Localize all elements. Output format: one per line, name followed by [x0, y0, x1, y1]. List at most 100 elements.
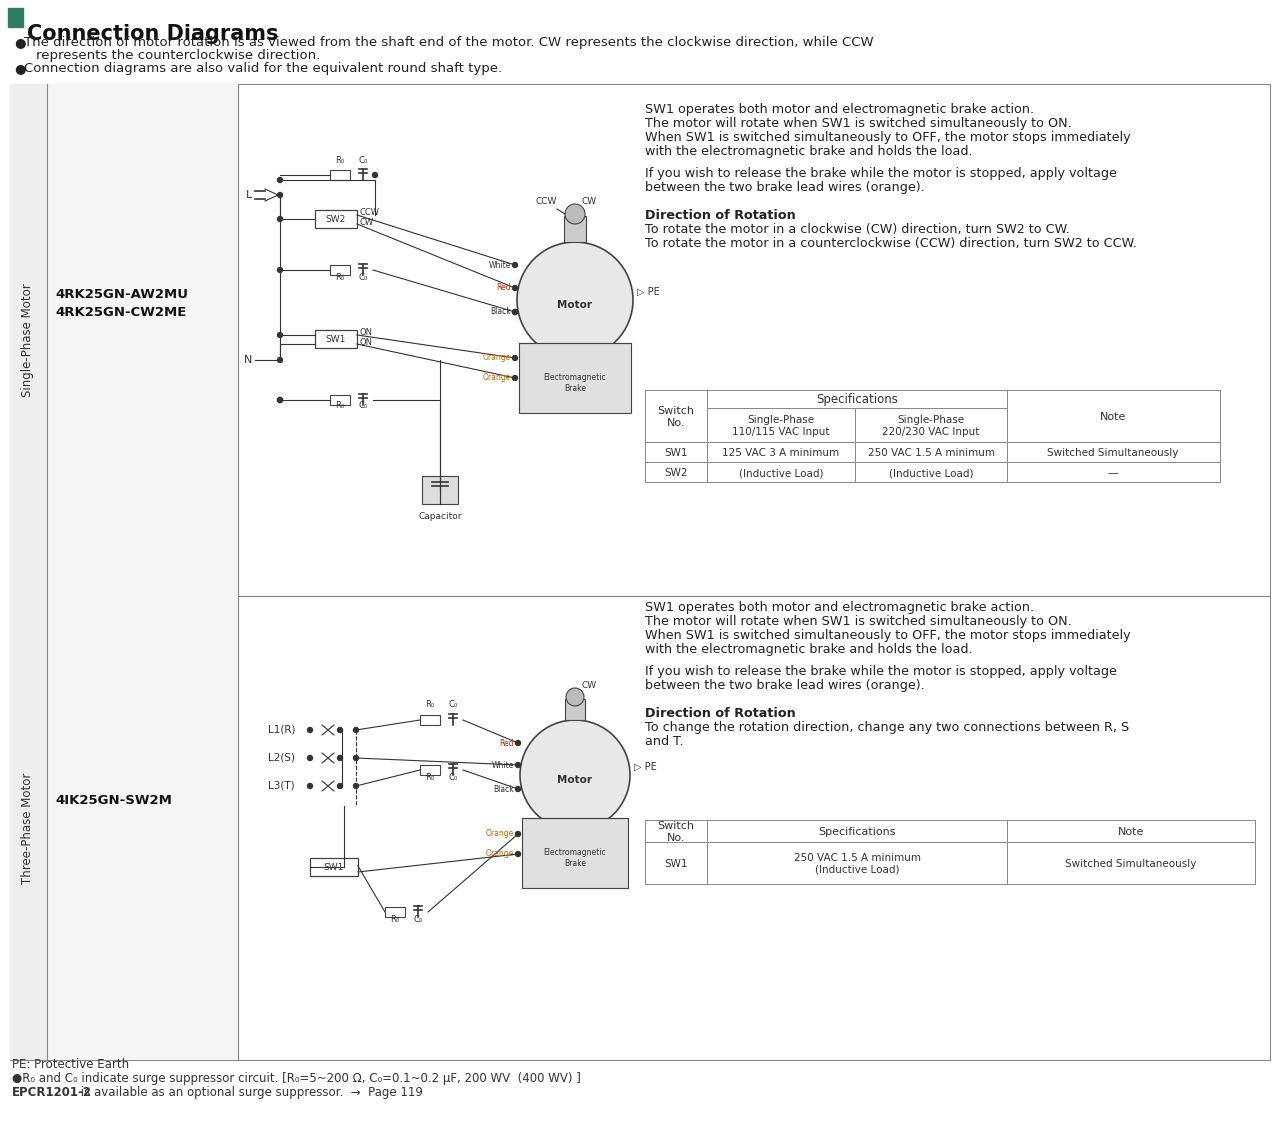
Text: EPCR1201-2: EPCR1201-2 [12, 1086, 92, 1099]
Text: C₀: C₀ [448, 700, 458, 708]
Bar [707, 442, 855, 462]
Text: ●: ● [14, 36, 26, 49]
Bar [420, 715, 440, 725]
Text: To rotate the motor in a clockwise (CW) direction, turn SW2 to CW.: To rotate the motor in a clockwise (CW) … [645, 223, 1070, 237]
Circle shape [512, 286, 517, 290]
Text: is available as an optional surge suppressor.  →  Page 119: is available as an optional surge suppre… [77, 1086, 422, 1099]
Bar [564, 216, 586, 242]
Text: Single-Phase Motor: Single-Phase Motor [22, 284, 35, 397]
Circle shape [512, 376, 517, 380]
Circle shape [278, 398, 283, 402]
Text: —: — [1107, 467, 1119, 478]
Text: Single-Phase
220/230 VAC Input: Single-Phase 220/230 VAC Input [882, 415, 979, 437]
Text: Three-Phase Motor: Three-Phase Motor [22, 772, 35, 883]
Circle shape [307, 756, 312, 760]
Circle shape [278, 333, 283, 337]
Bar [330, 265, 349, 275]
Text: SW1 operates both motor and electromagnetic brake action.: SW1 operates both motor and electromagne… [645, 103, 1034, 115]
Text: Orange: Orange [483, 373, 511, 382]
Text: R₀: R₀ [425, 700, 435, 708]
Text: 250 VAC 1.5 A minimum
(Inductive Load): 250 VAC 1.5 A minimum (Inductive Load) [794, 853, 920, 874]
Text: Orange: Orange [483, 353, 511, 362]
Bar [855, 408, 1007, 442]
Circle shape [278, 216, 283, 222]
Bar [330, 170, 349, 180]
Text: To rotate the motor in a counterclockwise (CCW) direction, turn SW2 to CCW.: To rotate the motor in a counterclockwis… [645, 237, 1137, 250]
Bar [707, 819, 1007, 842]
Text: SW1 operates both motor and electromagnetic brake action.: SW1 operates both motor and electromagne… [645, 601, 1034, 614]
Bar [518, 343, 631, 413]
Bar [707, 842, 1007, 884]
Text: 4IK25GN-SW2M: 4IK25GN-SW2M [55, 794, 172, 806]
Text: 250 VAC 1.5 A minimum: 250 VAC 1.5 A minimum [868, 448, 995, 458]
Text: L1(R): L1(R) [268, 725, 296, 735]
Text: R₀: R₀ [425, 773, 435, 782]
Circle shape [353, 784, 358, 788]
Text: represents the counterclockwise direction.: represents the counterclockwise directio… [36, 49, 320, 62]
Bar [385, 907, 404, 917]
Text: and T.: and T. [645, 735, 684, 748]
Text: SW2: SW2 [326, 215, 346, 224]
Bar [1007, 462, 1220, 482]
Text: Note: Note [1117, 827, 1144, 837]
Circle shape [278, 177, 283, 183]
Text: Electromagnetic
Brake: Electromagnetic Brake [544, 373, 607, 392]
Text: L2(S): L2(S) [268, 753, 294, 763]
Circle shape [338, 784, 343, 788]
Bar [1007, 819, 1254, 842]
Bar [10, 596, 1270, 1060]
Bar [10, 84, 1270, 596]
Circle shape [512, 309, 517, 315]
Circle shape [516, 787, 521, 791]
Text: Note: Note [1100, 413, 1126, 421]
Text: C₀: C₀ [358, 401, 367, 410]
Bar [645, 462, 707, 482]
Circle shape [353, 728, 358, 732]
Circle shape [353, 756, 358, 760]
Text: C₀: C₀ [358, 156, 367, 165]
Text: ▷ PE: ▷ PE [637, 287, 659, 297]
Circle shape [520, 720, 630, 830]
Text: 4RK25GN-AW2MU: 4RK25GN-AW2MU [55, 288, 188, 302]
Text: Connection Diagrams: Connection Diagrams [27, 24, 279, 44]
Circle shape [564, 204, 585, 224]
Text: between the two brake lead wires (orange).: between the two brake lead wires (orange… [645, 180, 924, 194]
Circle shape [278, 193, 283, 197]
Bar [707, 462, 855, 482]
Text: White: White [489, 260, 511, 269]
Text: R₀: R₀ [390, 915, 399, 924]
Bar [315, 210, 357, 228]
Circle shape [516, 741, 521, 745]
Text: ON: ON [360, 328, 372, 337]
Text: R₀: R₀ [335, 156, 344, 165]
Text: with the electromagnetic brake and holds the load.: with the electromagnetic brake and holds… [645, 643, 973, 656]
Circle shape [338, 728, 343, 732]
Bar [1007, 442, 1220, 462]
Text: N: N [243, 355, 252, 365]
Text: SW1: SW1 [664, 859, 687, 869]
Circle shape [516, 832, 521, 836]
Circle shape [338, 756, 343, 760]
Text: (Inductive Load): (Inductive Load) [739, 467, 823, 478]
Text: Red: Red [499, 739, 515, 748]
Circle shape [517, 242, 634, 358]
Text: The motor will rotate when SW1 is switched simultaneously to ON.: The motor will rotate when SW1 is switch… [645, 615, 1071, 628]
Circle shape [372, 173, 378, 177]
Text: White: White [492, 760, 515, 769]
Bar [645, 842, 707, 884]
Text: Switch
No.: Switch No. [658, 822, 695, 843]
Text: When SW1 is switched simultaneously to OFF, the motor stops immediately: When SW1 is switched simultaneously to O… [645, 131, 1130, 143]
Text: Black: Black [493, 785, 515, 794]
Text: Black: Black [490, 307, 511, 316]
Text: Red: Red [497, 284, 511, 293]
Bar [47, 596, 238, 1060]
Circle shape [566, 688, 584, 706]
Text: CCW: CCW [535, 197, 557, 206]
Bar [707, 390, 1007, 408]
Text: The motor will rotate when SW1 is switched simultaneously to ON.: The motor will rotate when SW1 is switch… [645, 117, 1071, 130]
Text: Direction of Rotation: Direction of Rotation [645, 209, 796, 222]
Text: between the two brake lead wires (orange).: between the two brake lead wires (orange… [645, 679, 924, 692]
Text: C₀: C₀ [358, 274, 367, 282]
Text: SW1: SW1 [324, 863, 344, 872]
Circle shape [512, 262, 517, 268]
